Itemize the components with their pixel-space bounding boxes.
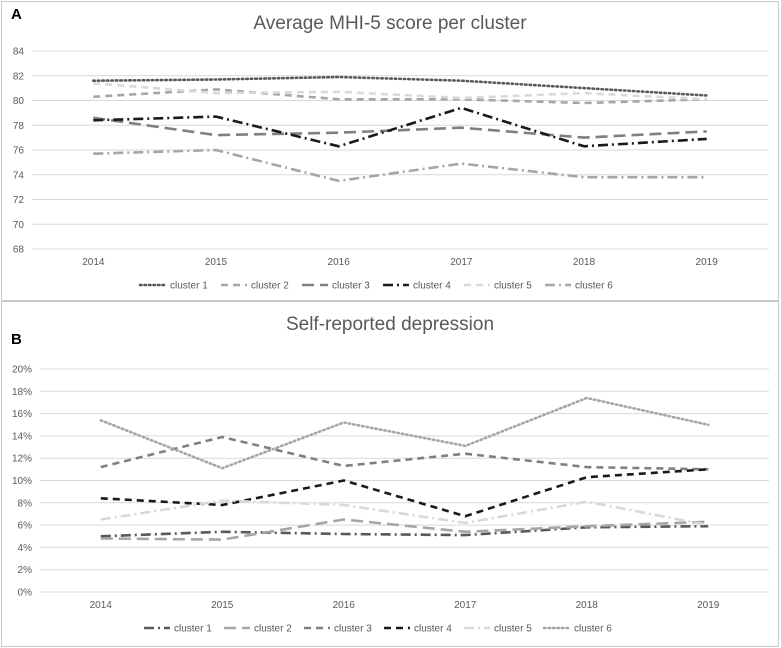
y-tick-label: 78 — [13, 121, 25, 132]
series-line-cluster-1 — [92, 75, 709, 97]
y-tick-label: 82 — [13, 71, 25, 82]
legend-label: cluster 3 — [332, 281, 370, 292]
y-tick-label: 70 — [13, 220, 25, 231]
x-tick-label: 2018 — [576, 600, 599, 611]
legend-item: cluster 2 — [224, 624, 292, 635]
y-tick-label: 8% — [18, 498, 33, 509]
y-tick-label: 0% — [18, 588, 33, 599]
x-tick-label: 2017 — [450, 257, 473, 268]
series-line-cluster-3 — [93, 116, 707, 139]
chart-panel-b: B Self-reported depression 0% 2% 4% 6% 8% 10%… — [1, 301, 779, 647]
legend-item: cluster 1 — [144, 624, 212, 635]
legend-label: cluster 1 — [174, 624, 212, 635]
chart-panel-a: A Average MHI-5 score per cluster 68 70 72… — [1, 1, 779, 301]
y-tick-label: 76 — [13, 146, 25, 157]
series-line-cluster-4 — [100, 468, 709, 518]
x-tick-label: 2019 — [696, 257, 719, 268]
panel-letter-a: A — [11, 6, 22, 23]
legend-item: cluster 6 — [545, 281, 613, 292]
x-tick-label: 2014 — [90, 600, 113, 611]
series-line-cluster-6 — [99, 396, 710, 470]
chart-title-b: Self-reported depression — [285, 314, 495, 335]
y-tick-label: 20% — [12, 365, 32, 376]
chart-a-plot: 68 70 72 74 76 78 80 82 84 2014 2015 2016 2017 2018 20… — [13, 47, 768, 292]
y-tick-label: 74 — [13, 170, 25, 181]
x-tick-label: 2016 — [328, 257, 351, 268]
x-tick-label: 2015 — [205, 257, 228, 268]
legend-label: cluster 6 — [575, 281, 613, 292]
x-tick-label: 2019 — [697, 600, 720, 611]
x-tick-label: 2016 — [333, 600, 356, 611]
y-tick-label: 18% — [12, 387, 32, 398]
legend-label: cluster 6 — [574, 624, 612, 635]
series-line-cluster-3 — [100, 435, 709, 471]
y-tick-label: 12% — [12, 454, 32, 465]
legend-item: cluster 5 — [464, 624, 532, 635]
legend-item: cluster 3 — [304, 624, 372, 635]
legend-item: cluster 2 — [221, 281, 289, 292]
panel-letter-b: B — [11, 331, 22, 348]
y-tick-label: 72 — [13, 195, 25, 206]
y-tick-label: 14% — [12, 431, 32, 442]
legend-item: cluster 4 — [383, 281, 451, 292]
legend-label: cluster 5 — [494, 624, 532, 635]
series-line-cluster-4 — [93, 106, 707, 148]
series-line-cluster-5 — [100, 499, 709, 527]
series-line-cluster-1 — [100, 524, 709, 538]
series-line-cluster-2 — [100, 518, 709, 541]
y-tick-label: 6% — [18, 521, 33, 532]
legend-label: cluster 5 — [494, 281, 532, 292]
y-tick-label: 80 — [13, 96, 25, 107]
legend-item: cluster 4 — [384, 624, 452, 635]
series-line-cluster-5 — [93, 81, 707, 101]
y-tick-label: 16% — [12, 409, 32, 420]
y-tick-label: 84 — [13, 47, 25, 58]
legend-item: cluster 1 — [138, 281, 208, 292]
x-tick-label: 2018 — [573, 257, 596, 268]
legend-label: cluster 4 — [414, 624, 452, 635]
legend-item: cluster 5 — [464, 281, 532, 292]
legend-label: cluster 2 — [254, 624, 292, 635]
y-tick-label: 10% — [12, 476, 32, 487]
y-tick-label: 2% — [18, 565, 33, 576]
y-tick-label: 4% — [18, 543, 33, 554]
x-tick-label: 2015 — [211, 600, 234, 611]
x-tick-label: 2017 — [454, 600, 477, 611]
legend-label: cluster 1 — [170, 281, 208, 292]
legend-item: cluster 6 — [542, 624, 612, 635]
y-tick-label: 68 — [13, 245, 25, 256]
series-line-cluster-6 — [93, 148, 707, 183]
x-tick-label: 2014 — [82, 257, 105, 268]
legend-label: cluster 4 — [413, 281, 451, 292]
legend-label: cluster 2 — [251, 281, 289, 292]
legend-item: cluster 3 — [302, 281, 370, 292]
chart-b-plot: 0% 2% 4% 6% 8% 10% 12% 14% 16% 18% 20% 2014 2015 2016… — [12, 365, 769, 635]
chart-title-a: Average MHI-5 score per cluster — [253, 13, 527, 34]
legend-label: cluster 3 — [334, 624, 372, 635]
